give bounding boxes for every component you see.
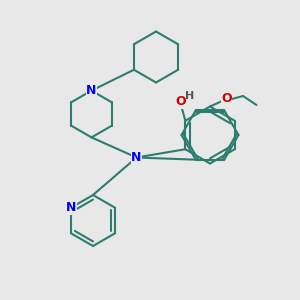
Text: O: O <box>176 95 186 108</box>
Text: N: N <box>86 84 97 97</box>
Text: H: H <box>184 91 194 101</box>
Text: O: O <box>221 92 232 106</box>
Text: N: N <box>131 151 142 164</box>
Text: N: N <box>66 201 76 214</box>
